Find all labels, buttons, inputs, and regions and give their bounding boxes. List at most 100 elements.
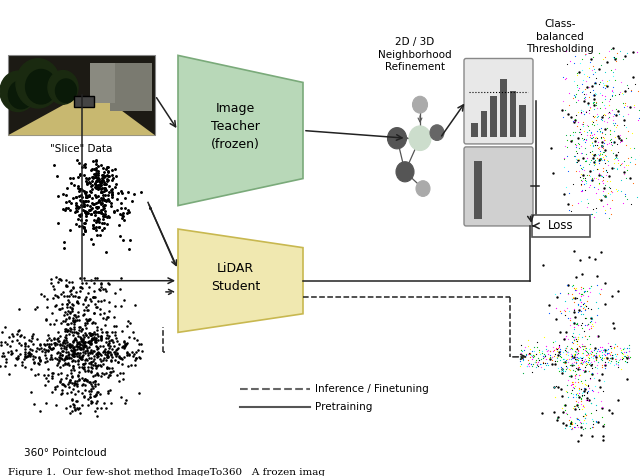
Point xyxy=(610,350,620,358)
Point xyxy=(68,292,79,300)
Point xyxy=(70,406,80,413)
Point xyxy=(61,191,71,199)
Point xyxy=(596,124,607,132)
Point xyxy=(607,164,617,172)
Point xyxy=(572,337,582,344)
Point xyxy=(65,303,75,311)
Point xyxy=(104,371,114,379)
Point xyxy=(68,343,78,351)
Point xyxy=(84,192,94,199)
Point xyxy=(566,425,577,432)
Point xyxy=(572,122,582,130)
Point xyxy=(575,353,585,361)
Point xyxy=(134,389,144,397)
Point xyxy=(84,192,94,199)
Point xyxy=(587,369,597,377)
Point xyxy=(573,334,583,341)
Point xyxy=(563,335,573,342)
Point xyxy=(593,144,604,152)
Point xyxy=(0,352,7,359)
Point xyxy=(47,374,57,382)
Point xyxy=(521,350,531,358)
Point xyxy=(600,365,610,372)
Point xyxy=(581,357,591,365)
Point xyxy=(598,346,608,354)
Point xyxy=(77,325,87,332)
Point xyxy=(90,180,100,188)
Point xyxy=(586,120,596,128)
Point xyxy=(567,296,577,303)
Point xyxy=(602,157,612,165)
Point xyxy=(79,228,90,235)
Point xyxy=(86,185,97,193)
Point xyxy=(615,88,625,95)
Point xyxy=(568,318,578,326)
Point xyxy=(607,119,618,127)
Point xyxy=(77,353,88,361)
Point xyxy=(601,171,611,178)
Point xyxy=(569,78,579,85)
Point xyxy=(532,355,543,362)
Point xyxy=(65,287,75,295)
Point xyxy=(90,178,100,186)
Point xyxy=(596,172,606,180)
Point xyxy=(74,192,84,200)
Point xyxy=(60,357,70,364)
Point xyxy=(573,354,584,362)
Point xyxy=(568,334,579,341)
Point xyxy=(593,145,604,152)
Point xyxy=(92,349,102,357)
Point xyxy=(86,330,97,337)
Point xyxy=(97,343,108,350)
Point xyxy=(81,211,92,218)
Point xyxy=(573,357,584,364)
Point xyxy=(586,177,596,184)
Point xyxy=(585,167,595,174)
Point xyxy=(59,292,69,300)
Point xyxy=(598,422,608,429)
Point xyxy=(572,90,582,98)
Point xyxy=(75,349,85,357)
Circle shape xyxy=(0,71,36,111)
Point xyxy=(81,331,91,339)
Point xyxy=(596,355,607,362)
Point xyxy=(93,171,103,178)
Point xyxy=(564,189,574,197)
Point xyxy=(594,156,604,164)
Point xyxy=(579,381,589,388)
Point xyxy=(556,404,566,412)
Point xyxy=(62,354,72,362)
Point xyxy=(47,369,58,377)
Point xyxy=(616,160,627,168)
Point xyxy=(98,195,108,202)
Point xyxy=(583,387,593,395)
Point xyxy=(99,180,109,188)
Point xyxy=(597,167,607,175)
Point xyxy=(92,351,102,358)
Point xyxy=(78,364,88,372)
Point xyxy=(580,358,591,366)
Point xyxy=(561,60,572,68)
Point xyxy=(79,376,89,384)
Point xyxy=(607,196,618,203)
Point xyxy=(74,283,84,291)
Point xyxy=(80,375,90,383)
Point xyxy=(97,219,107,227)
Point xyxy=(81,279,92,287)
Point xyxy=(100,345,110,352)
Point xyxy=(116,187,126,194)
Point xyxy=(622,354,632,362)
Point xyxy=(603,109,613,117)
Point xyxy=(79,226,90,234)
Point xyxy=(584,83,595,90)
Point xyxy=(595,105,605,112)
Point xyxy=(548,343,558,350)
Point xyxy=(560,334,570,342)
Point xyxy=(68,401,78,408)
Point xyxy=(537,349,547,357)
Point xyxy=(22,352,32,360)
Point xyxy=(572,421,582,429)
Point xyxy=(99,348,109,356)
Point xyxy=(79,223,90,231)
Point xyxy=(527,352,537,360)
